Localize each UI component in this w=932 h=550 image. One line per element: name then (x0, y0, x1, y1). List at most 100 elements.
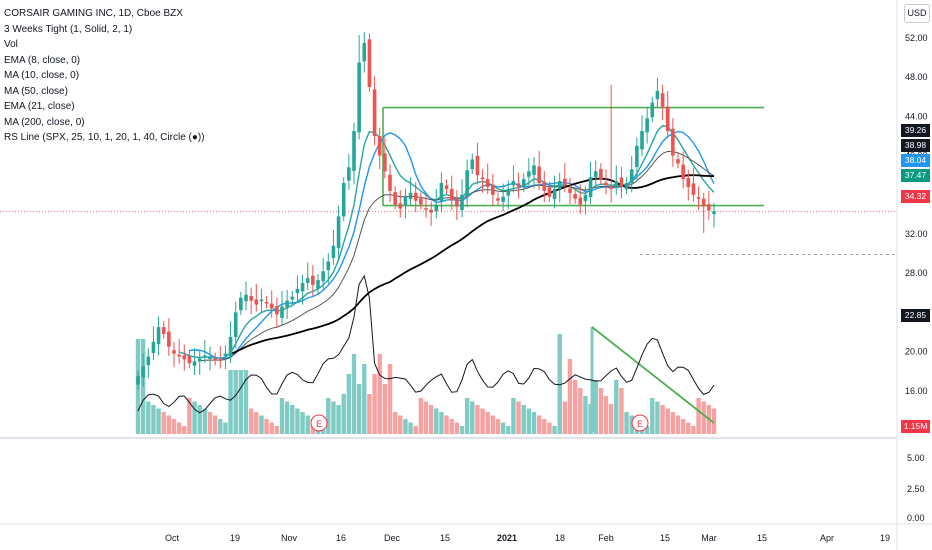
candle-body (151, 341, 156, 353)
legend-ma-50[interactable]: MA (50, close) (4, 85, 68, 97)
legend-symbol[interactable]: CORSAIR GAMING INC, 1D, Cboe BZX (4, 8, 183, 19)
candle-body (511, 181, 516, 186)
price-axis[interactable]: 52.0048.0044.0040.0036.0032.0028.0024.00… (905, 33, 928, 435)
candle-body (707, 204, 711, 211)
candle-body (269, 303, 274, 309)
volume-bar (454, 422, 460, 434)
price-tick-label: 44.00 (905, 111, 928, 121)
volume-bar (372, 374, 377, 434)
volume-bar (269, 422, 274, 434)
candle-body (506, 188, 511, 196)
time-tick-label: Oct (165, 533, 180, 543)
volume-bar (475, 405, 480, 434)
volume-bar (449, 419, 454, 434)
volume-bar (305, 415, 310, 434)
candle-body (537, 166, 541, 184)
candle-body (305, 278, 310, 283)
time-tick-label: 19 (230, 533, 240, 543)
volume-bar (686, 422, 691, 434)
candle-body (367, 39, 372, 87)
candle-body (491, 184, 495, 195)
candle-body (516, 183, 521, 187)
volume-bar (670, 412, 676, 434)
rs-line (137, 274, 715, 414)
volume-bar (495, 419, 501, 434)
chart-legend: CORSAIR GAMING INC, 1D, Cboe BZX 3 Weeks… (4, 6, 205, 146)
legend-volume[interactable]: Vol (4, 39, 18, 50)
lower-tick-label: 0.00 (907, 513, 925, 523)
volume-bar (624, 412, 629, 434)
candle-body (696, 197, 701, 199)
volume-bar (593, 380, 598, 434)
volume-bar (166, 415, 172, 434)
legend-three-weeks-tight[interactable]: 3 Weeks Tight (1, Solid, 2, 1) (4, 23, 133, 35)
three-weeks-tight-channel (0, 106, 897, 255)
candle-body (599, 168, 603, 180)
candle-body (609, 186, 613, 189)
legend-rs-line[interactable]: RS Line (SPX, 25, 10, 1, 20, 1, 40, Circ… (4, 132, 205, 143)
volume-bar (346, 374, 352, 434)
volume-bar (521, 405, 526, 434)
candle-body (455, 198, 459, 207)
time-tick-label: 15 (440, 533, 450, 543)
time-tick-label: 18 (555, 533, 565, 543)
volume-bar (207, 412, 213, 434)
candle-body (460, 194, 464, 211)
legend-ma-200[interactable]: MA (200, close, 0) (4, 116, 85, 128)
earnings-marker (631, 414, 649, 432)
candle-body (244, 294, 248, 302)
volume-bar (506, 426, 511, 434)
volume-bar (156, 408, 161, 434)
time-tick-label: 19 (880, 533, 890, 543)
volume-bar (413, 426, 418, 434)
volume-trendline (591, 326, 715, 424)
volume-bar (187, 398, 192, 434)
candle-body (347, 167, 351, 181)
lower-tick-label: 5.00 (907, 453, 925, 463)
volume-bar (619, 388, 624, 434)
volume-bar (408, 422, 413, 434)
candle-body (172, 350, 176, 354)
candle-body (408, 192, 413, 200)
candle-body (290, 296, 295, 300)
candle-body (568, 188, 572, 193)
candle-body (521, 179, 526, 187)
legend-ema-21[interactable]: EMA (21, close) (4, 101, 75, 112)
candle-body (470, 159, 475, 170)
volume-bar (248, 408, 254, 434)
candle-body (403, 196, 408, 205)
currency-button[interactable]: USD (904, 4, 930, 23)
volume-bar (387, 364, 393, 434)
volume-bar (459, 426, 465, 434)
volume-bar (182, 426, 187, 434)
candle-body (336, 216, 341, 249)
candle-body (197, 358, 202, 362)
time-tick-label: Dec (384, 533, 401, 543)
candle-body (419, 198, 423, 205)
time-tick-label: 15 (660, 533, 670, 543)
volume-bar (254, 412, 259, 434)
volume-bar (711, 408, 717, 434)
candle-body (449, 188, 454, 201)
candle-body (264, 302, 269, 304)
time-tick-label: Mar (701, 533, 717, 543)
price-tick-label: 20.00 (905, 347, 928, 357)
volume-bar (259, 415, 264, 434)
candle-body (475, 155, 480, 176)
time-axis[interactable]: Oct 19 Nov 16 Dec 15 2021 18 Feb 15 Mar 15 Apr 19 (165, 533, 890, 543)
volume-bar (470, 401, 475, 434)
volume-bar (403, 419, 408, 434)
candle-body (650, 102, 655, 118)
volume-bar (140, 339, 146, 434)
candle-body (439, 183, 444, 202)
lower-tick-label: 2.50 (907, 484, 925, 494)
legend-ma-10[interactable]: MA (10, close, 0) (4, 70, 80, 81)
candle-body (254, 299, 259, 305)
candle-body (357, 62, 361, 133)
candle-body (444, 185, 449, 189)
volume-bar (212, 415, 218, 434)
legend-ema-8[interactable]: EMA (8, close, 0) (4, 54, 81, 66)
price-tick-label: 32.00 (905, 229, 928, 239)
candle-body (563, 178, 567, 185)
